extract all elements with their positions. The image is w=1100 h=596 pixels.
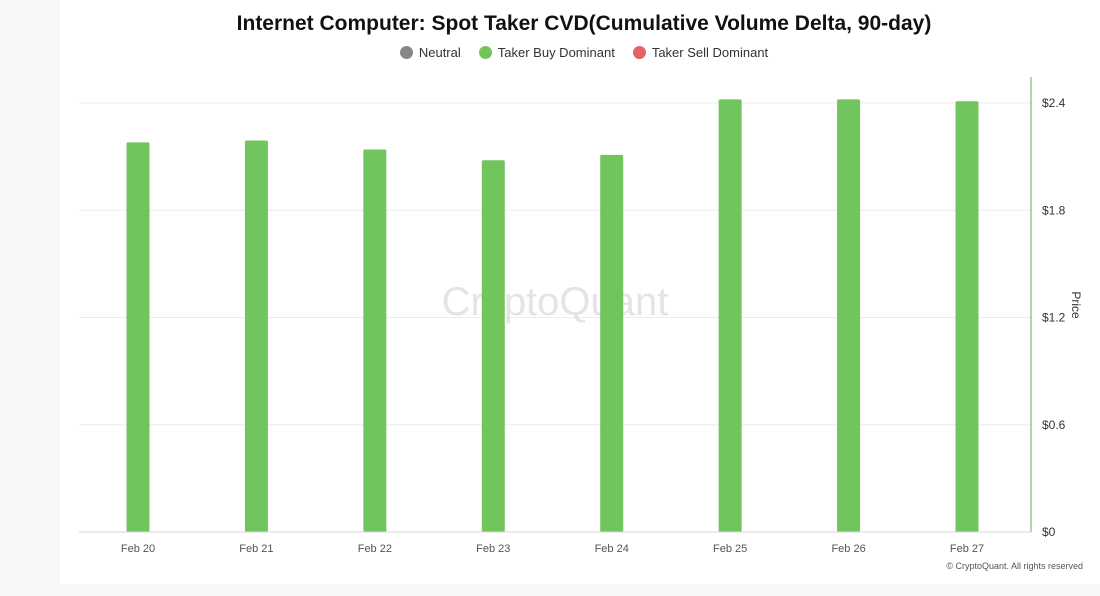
bar-feb-26[interactable] (837, 99, 861, 533)
chart-card (60, 0, 1100, 584)
legend-dot-taker-sell (632, 46, 646, 59)
bar-feb-23[interactable] (481, 160, 505, 532)
chart-legend: Neutral Taker Buy Dominant Taker Sell Do… (0, 45, 1100, 60)
x-tick-label: Feb 26 (831, 543, 865, 555)
x-tick-label: Feb 20 (121, 543, 155, 555)
legend-label-taker-sell: Taker Sell Dominant (651, 45, 769, 60)
y-axis-title: Price (1069, 291, 1083, 319)
legend-item-taker-sell[interactable]: Taker Sell Dominant (632, 45, 769, 60)
bar-feb-21[interactable] (244, 140, 268, 532)
x-tick-label: Feb 22 (358, 543, 392, 555)
x-tick-label: Feb 24 (595, 543, 629, 555)
y-tick-label: $1.2 (1042, 311, 1066, 325)
legend-dot-taker-buy (478, 46, 492, 59)
copyright-text: © CryptoQuant. All rights reserved (946, 561, 1083, 571)
bar-feb-25[interactable] (718, 99, 742, 533)
x-tick-label: Feb 23 (476, 543, 510, 555)
legend-label-neutral: Neutral (418, 45, 461, 60)
bars-group (126, 99, 979, 533)
y-tick-label: $0 (1042, 525, 1056, 539)
bar-feb-27[interactable] (955, 101, 979, 533)
legend-label-taker-buy: Taker Buy Dominant (497, 45, 615, 60)
x-tick-labels: Feb 20 Feb 21 Feb 22 Feb 23 Feb 24 Feb 25 Feb … (121, 543, 984, 555)
y-tick-label: $2.4 (1042, 96, 1066, 110)
legend-item-neutral[interactable]: Neutral (399, 45, 461, 60)
x-tick-label: Feb 25 (713, 543, 747, 555)
legend-dot-neutral (399, 46, 413, 59)
x-tick-label: Feb 21 (239, 543, 273, 555)
watermark: CryptoQuant (442, 280, 669, 324)
bar-feb-24[interactable] (600, 154, 624, 532)
legend-item-taker-buy[interactable]: Taker Buy Dominant (478, 45, 615, 60)
y-tick-labels: $0 $0.6 $1.2 $1.8 $2.4 (1042, 96, 1066, 539)
grid-lines (79, 102, 1031, 426)
x-tick-label: Feb 27 (950, 543, 984, 555)
bar-feb-22[interactable] (363, 149, 387, 532)
bar-feb-20[interactable] (126, 142, 150, 532)
y-tick-label: $1.8 (1042, 203, 1066, 217)
chart-title: Internet Computer: Spot Taker CVD(Cumula… (236, 12, 932, 35)
y-tick-label: $0.6 (1042, 418, 1066, 432)
